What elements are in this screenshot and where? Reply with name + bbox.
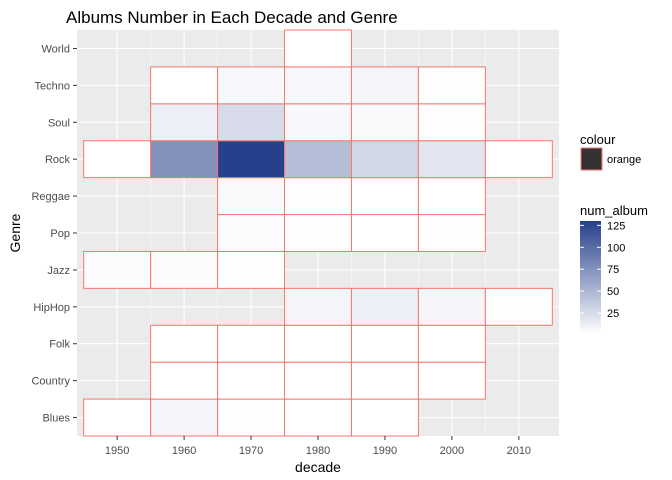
heatmap-tile (350, 361, 419, 400)
y-tick-label: Rock (45, 154, 71, 166)
heatmap-tile (350, 287, 419, 326)
y-tick-label: World (41, 43, 70, 55)
heatmap-tile (83, 140, 152, 179)
heatmap-tile (284, 103, 352, 142)
heatmap-tile (350, 177, 419, 216)
heatmap-tiles (83, 29, 553, 437)
y-tick-label: Techno (35, 80, 70, 92)
heatmap-tile (217, 66, 286, 105)
heatmap-tile (83, 250, 152, 289)
x-axis-title: decade (295, 459, 341, 475)
heatmap-tile (417, 361, 486, 400)
x-tick-label: 2010 (507, 445, 531, 457)
x-tick-label: 1980 (306, 445, 330, 457)
heatmap-tile (417, 287, 486, 326)
heatmap-tile (217, 361, 286, 400)
heatmap-tile (217, 214, 286, 252)
legend-colour-key (580, 147, 603, 171)
heatmap-tile (417, 177, 486, 216)
legend-fill-title: num_album (580, 203, 648, 218)
heatmap-tile (284, 214, 352, 252)
y-tick-label: Folk (49, 339, 70, 351)
heatmap-tile (217, 140, 286, 179)
y-axis-ticks: Blues Country Folk HipHop Jazz Pop Reggae Rock S… (31, 43, 77, 425)
heatmap-tile (284, 324, 352, 363)
heatmap-tile (417, 103, 486, 142)
heatmap-tile (417, 66, 486, 105)
chart-title: Albums Number in Each Decade and Genre (66, 8, 398, 27)
legend: colour orange num_album 25 50 75 100 125 (580, 132, 648, 334)
y-tick-label: Country (31, 376, 70, 388)
heatmap-tile (417, 214, 486, 252)
x-tick-label: 1990 (373, 445, 397, 457)
heatmap-tile (150, 66, 219, 105)
heatmap-tile (284, 177, 352, 216)
heatmap-tile (150, 361, 219, 400)
legend-colour-label: orange (607, 154, 641, 166)
heatmap-tile (417, 140, 486, 179)
heatmap-tile (350, 398, 419, 437)
heatmap-tile (484, 140, 553, 179)
y-tick-label: Reggae (31, 191, 70, 203)
heatmap-tile (284, 140, 352, 179)
y-tick-label: HipHop (33, 302, 70, 314)
heatmap-tile (350, 140, 419, 179)
heatmap-tile (217, 250, 286, 289)
x-tick-label: 2000 (440, 445, 464, 457)
x-tick-label: 1950 (105, 445, 129, 457)
colorbar-label: 50 (607, 286, 619, 298)
heatmap-tile (284, 361, 352, 400)
heatmap-tile (150, 103, 219, 142)
y-axis-title: Genre (7, 213, 23, 252)
heatmap-tile (150, 250, 219, 289)
colorbar-label: 25 (607, 308, 619, 320)
heatmap-tile (217, 177, 286, 216)
heatmap-tile (284, 398, 352, 437)
legend-colour-title: colour (580, 132, 616, 147)
legend-colorbar-ticks: 25 50 75 100 125 (580, 220, 625, 320)
heatmap-tile (217, 398, 286, 437)
y-tick-label: Blues (42, 413, 70, 425)
heatmap-tile (350, 324, 419, 363)
x-axis-ticks: 1950 1960 1970 1980 1990 2000 2010 (105, 436, 531, 457)
heatmap-tile (350, 214, 419, 252)
heatmap-tile (484, 287, 553, 326)
colorbar-label: 125 (607, 220, 625, 232)
y-tick-label: Jazz (47, 265, 70, 277)
y-tick-label: Pop (50, 228, 70, 240)
heatmap-tile (217, 324, 286, 363)
heatmap-tile (417, 324, 486, 363)
x-tick-label: 1970 (239, 445, 263, 457)
colorbar-label: 100 (607, 242, 625, 254)
heatmap-tile (83, 398, 152, 437)
heatmap-tile (284, 287, 352, 326)
heatmap-tile (284, 66, 352, 105)
legend-colorbar (580, 221, 601, 334)
heatmap-tile (150, 140, 219, 179)
y-tick-label: Soul (48, 117, 70, 129)
heatmap-tile (150, 398, 219, 437)
x-tick-label: 1960 (172, 445, 196, 457)
heatmap-tile (150, 324, 219, 363)
colorbar-label: 75 (607, 264, 619, 276)
heatmap-tile (284, 29, 352, 68)
heatmap-tile (217, 103, 286, 142)
heatmap-tile (350, 103, 419, 142)
heatmap-tile (350, 66, 419, 105)
